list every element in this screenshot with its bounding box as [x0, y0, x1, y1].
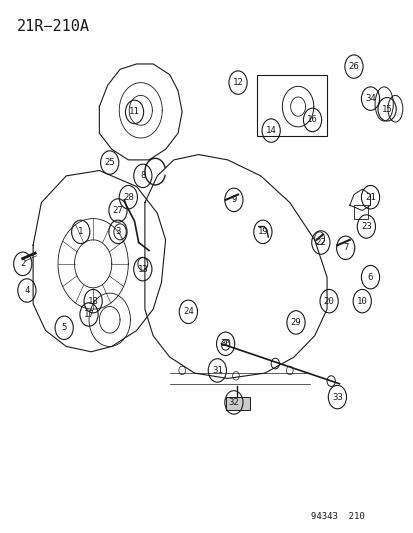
Text: 8: 8: [140, 172, 145, 180]
Text: 24: 24: [183, 308, 193, 316]
Text: 4: 4: [24, 286, 29, 295]
Text: 13: 13: [137, 265, 148, 273]
Text: 19: 19: [257, 228, 268, 236]
Text: 18: 18: [88, 297, 98, 305]
Text: 12: 12: [232, 78, 243, 87]
Text: 15: 15: [381, 105, 392, 114]
Text: 1: 1: [78, 228, 83, 236]
Text: 14: 14: [265, 126, 276, 135]
Text: 20: 20: [323, 297, 334, 305]
Text: 10: 10: [356, 297, 367, 305]
Text: 27: 27: [112, 206, 123, 215]
FancyBboxPatch shape: [225, 397, 250, 410]
Text: 21R−210A: 21R−210A: [17, 19, 89, 34]
Text: 94343  210: 94343 210: [310, 512, 363, 521]
Text: 17: 17: [83, 310, 94, 319]
Text: 30: 30: [220, 340, 230, 348]
Text: 32: 32: [228, 398, 239, 407]
Text: 26: 26: [348, 62, 358, 71]
Text: 23: 23: [360, 222, 371, 231]
Text: 29: 29: [290, 318, 301, 327]
Text: 3: 3: [115, 228, 120, 236]
Text: 22: 22: [315, 238, 325, 247]
Text: 21: 21: [364, 193, 375, 201]
Text: 9: 9: [231, 196, 236, 204]
Text: 33: 33: [331, 393, 342, 401]
Text: 5: 5: [62, 324, 66, 332]
Text: 16: 16: [306, 116, 317, 124]
Text: 31: 31: [211, 366, 222, 375]
Text: 25: 25: [104, 158, 115, 167]
Text: 34: 34: [364, 94, 375, 103]
Text: 28: 28: [123, 193, 133, 201]
Text: 6: 6: [367, 273, 372, 281]
Text: 7: 7: [342, 244, 347, 252]
Text: 11: 11: [129, 108, 140, 116]
Text: 2: 2: [20, 260, 25, 268]
